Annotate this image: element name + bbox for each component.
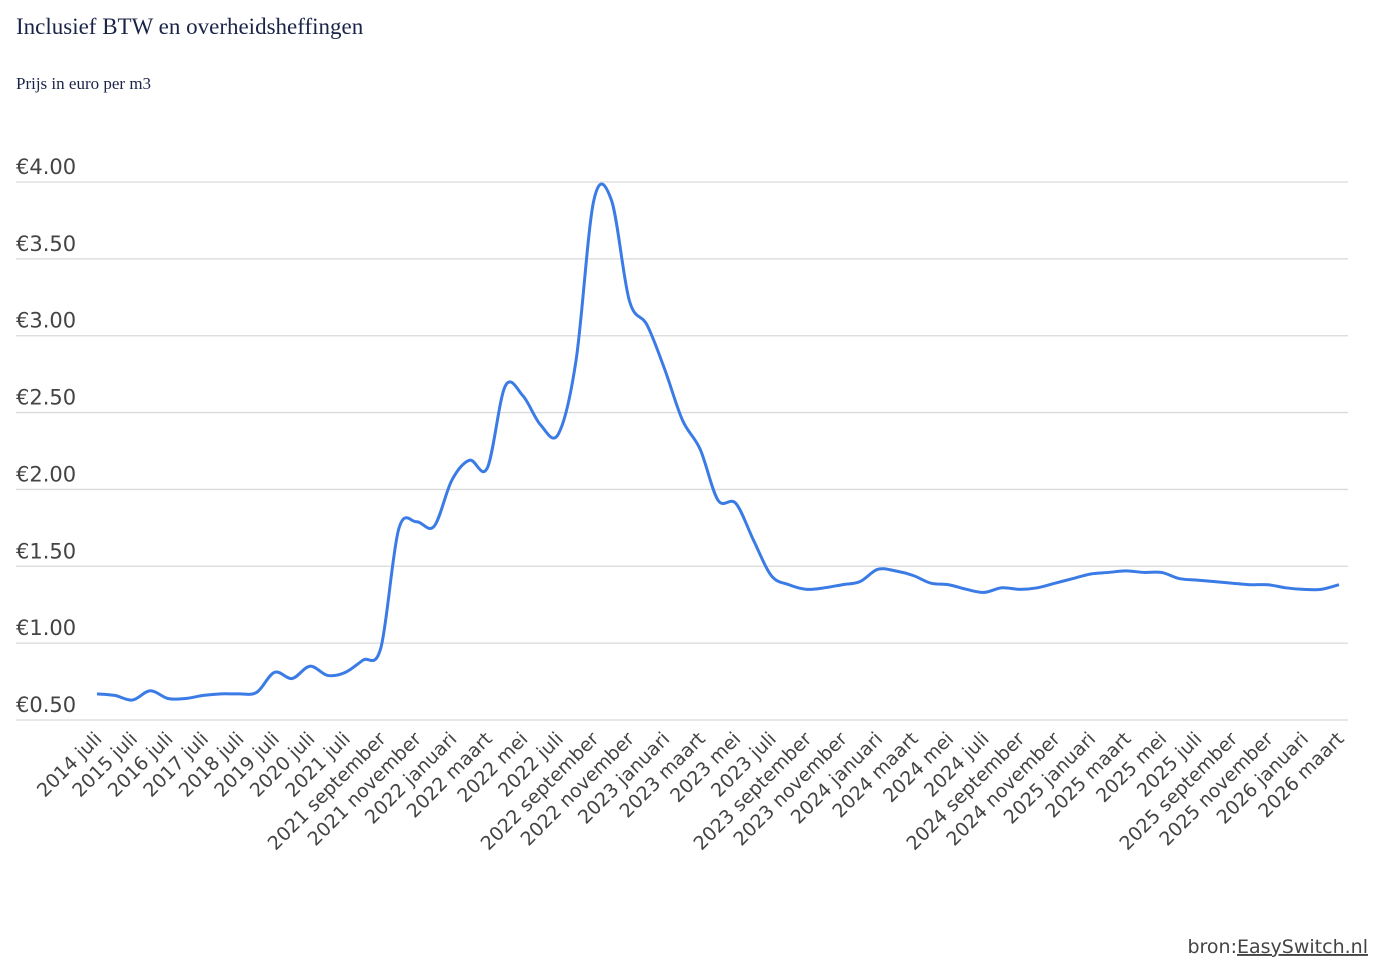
- y-tick-label: €1.50: [16, 539, 76, 563]
- y-tick-label: €2.00: [16, 462, 76, 486]
- y-tick-label: €3.00: [16, 309, 76, 333]
- source-link[interactable]: EasySwitch.nl: [1237, 936, 1368, 958]
- source-prefix: bron:: [1187, 936, 1237, 958]
- chart-title: Inclusief BTW en overheidsheffingen: [16, 14, 364, 39]
- y-tick-label: €1.00: [16, 616, 76, 640]
- y-tick-label: €0.50: [16, 693, 76, 717]
- line: [96, 182, 1340, 702]
- y-tick-label: €3.50: [16, 232, 76, 256]
- chart-subtitle: Prijs in euro per m3: [16, 74, 151, 93]
- y-tick-label: €2.50: [16, 386, 76, 410]
- y-tick-label: €4.00: [16, 155, 76, 179]
